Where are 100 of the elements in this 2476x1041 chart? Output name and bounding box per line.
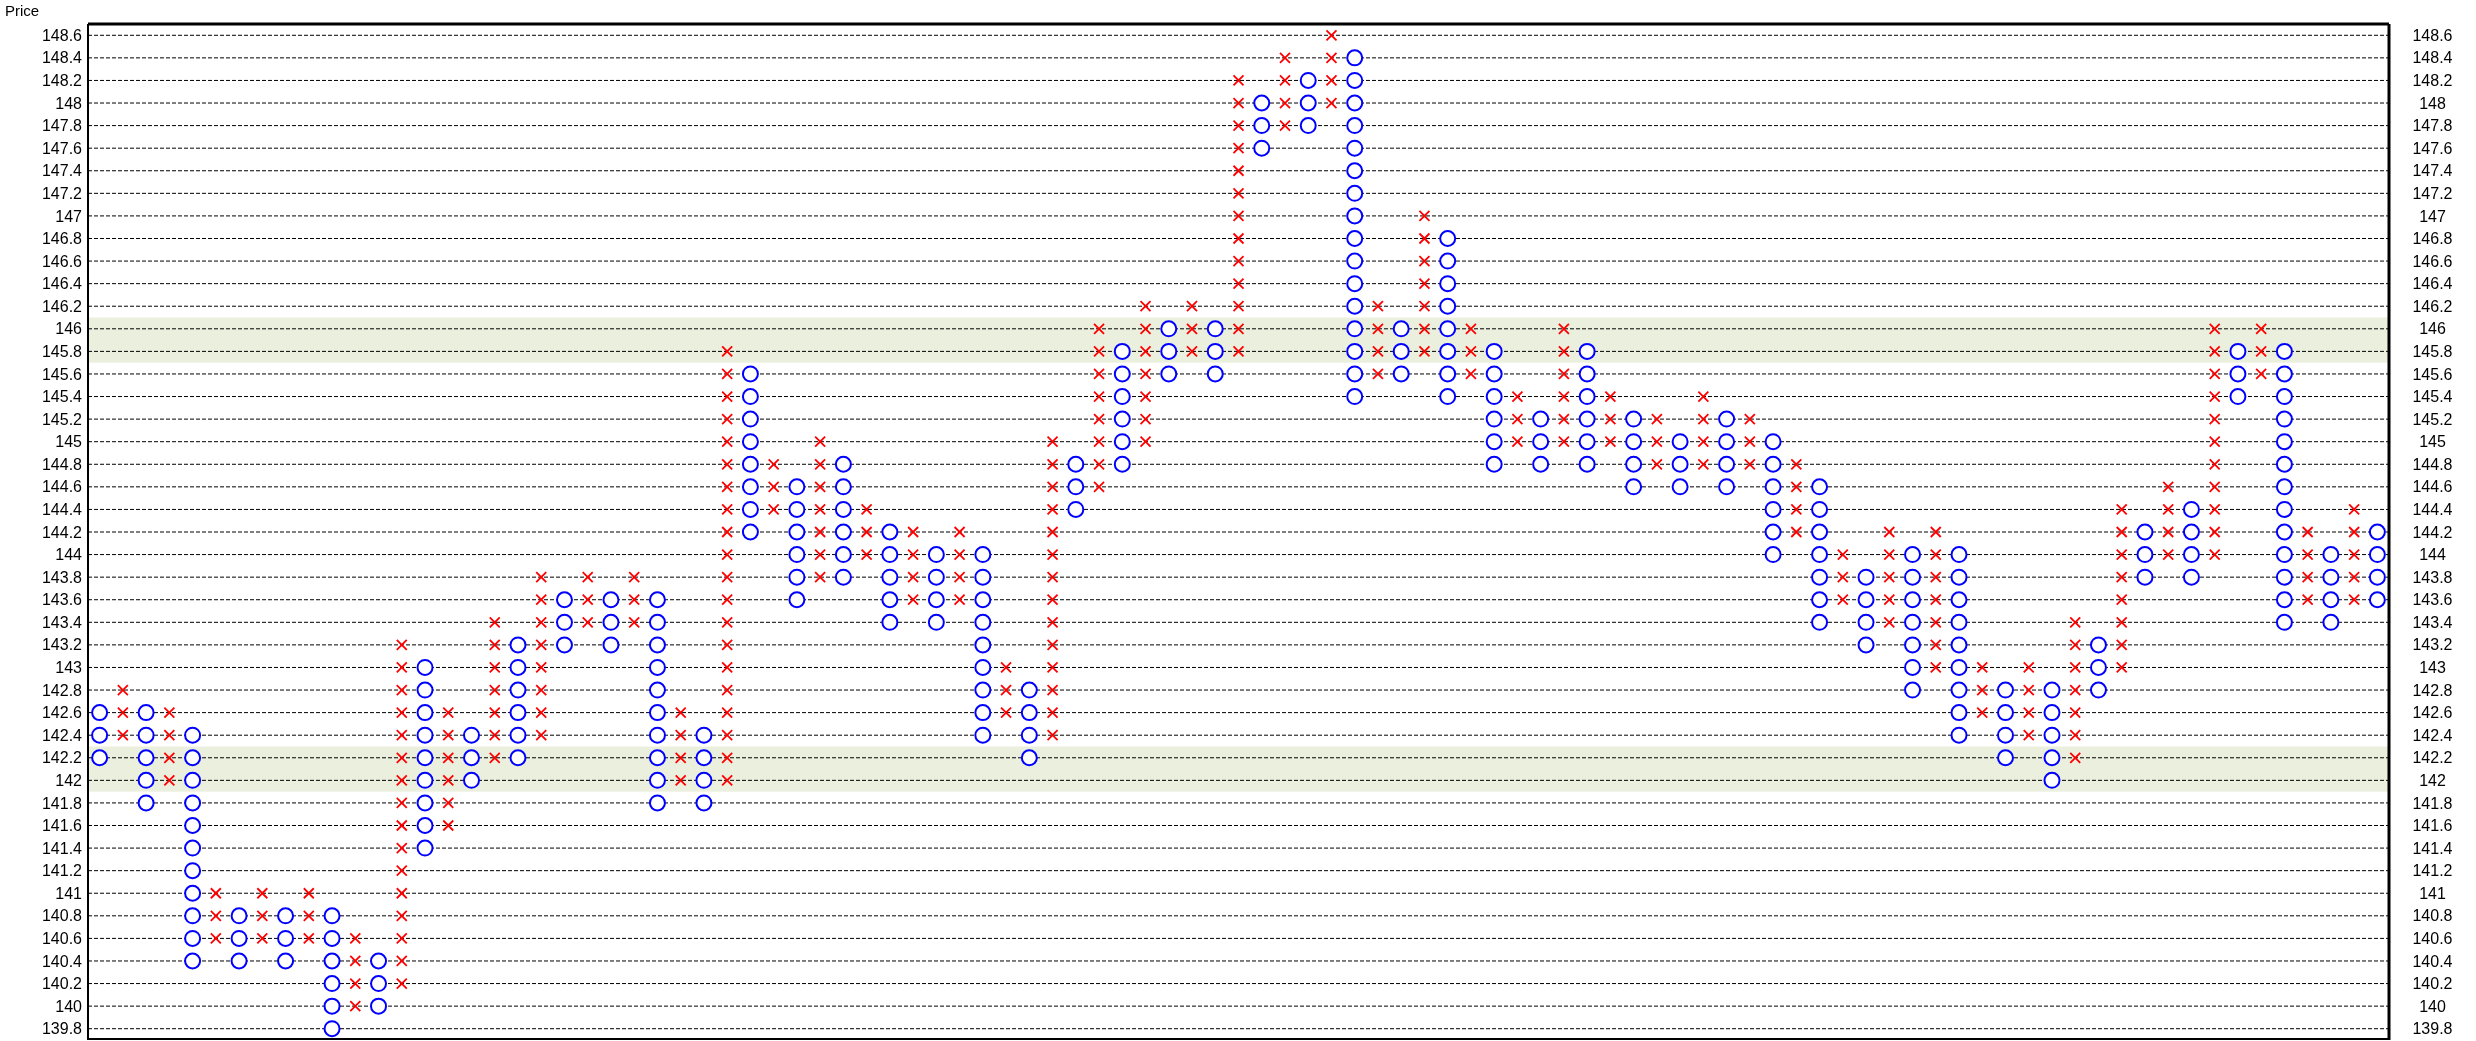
point [2275, 455, 2293, 473]
point [1232, 187, 1245, 200]
point [1139, 413, 1152, 426]
point [323, 997, 341, 1015]
point [163, 729, 176, 742]
point [1743, 435, 1756, 448]
point [2255, 368, 2268, 380]
point [1418, 345, 1431, 358]
point [349, 977, 362, 990]
point [2208, 345, 2221, 358]
point [1997, 749, 2014, 767]
point [834, 568, 852, 586]
point [741, 478, 759, 496]
point [1604, 390, 1617, 403]
point [741, 365, 759, 383]
point [695, 726, 713, 744]
point [1857, 636, 1875, 654]
point [463, 749, 480, 767]
y-tick-label: 146.8 [41, 230, 83, 248]
point [721, 661, 734, 674]
point [1811, 591, 1829, 609]
y2-tick-label: 141.8 [2412, 794, 2453, 812]
point [648, 794, 666, 812]
point [1046, 729, 1059, 742]
y2-tick-label: 148 [2419, 94, 2446, 112]
point [2069, 706, 2082, 719]
point [2022, 661, 2035, 674]
point [1883, 616, 1896, 629]
point [1485, 365, 1503, 383]
point [2162, 503, 2175, 516]
point [1671, 433, 1689, 451]
point [788, 591, 806, 609]
point [1346, 71, 1364, 89]
point [2115, 593, 2128, 606]
point [721, 413, 734, 426]
point [1439, 275, 1457, 293]
point [602, 591, 620, 609]
point [1578, 365, 1596, 383]
point [881, 568, 899, 586]
point [256, 909, 269, 922]
point [2022, 684, 2035, 696]
point [1160, 365, 1178, 383]
point [370, 997, 388, 1015]
point [1392, 320, 1410, 338]
point [581, 616, 594, 629]
y2-tick-label: 142.6 [2412, 704, 2453, 722]
point [721, 593, 734, 606]
point [1929, 548, 1942, 561]
point [1929, 616, 1942, 629]
point [2255, 322, 2268, 335]
point [721, 390, 734, 403]
point [907, 571, 920, 584]
point [1232, 142, 1245, 155]
point [1046, 571, 1059, 584]
y-tick-label: 143.2 [41, 636, 83, 654]
point [163, 706, 176, 719]
point [2069, 616, 2082, 629]
point [1929, 526, 1942, 538]
point [1020, 681, 1038, 699]
point [1232, 232, 1245, 245]
point [1392, 365, 1410, 383]
point [116, 684, 129, 696]
point [509, 681, 527, 699]
point [1625, 478, 1643, 496]
point [1067, 455, 1085, 473]
point [1392, 342, 1410, 360]
point [1232, 277, 1245, 290]
y-tick-label: 142.6 [41, 704, 83, 722]
point [648, 726, 666, 744]
point [277, 907, 295, 925]
point [184, 749, 202, 767]
point [2348, 571, 2361, 584]
point [1046, 593, 1059, 606]
point [116, 706, 129, 719]
point [1671, 455, 1689, 473]
point [1697, 458, 1710, 471]
point [163, 774, 176, 787]
point [1697, 435, 1710, 448]
point [535, 661, 548, 674]
point [721, 774, 734, 787]
point [1418, 322, 1431, 335]
point [1093, 435, 1105, 448]
point [1950, 636, 1968, 654]
point [442, 706, 455, 719]
point [721, 458, 734, 471]
y-tick-label: 144.8 [41, 455, 83, 473]
point [323, 1020, 341, 1038]
point [1857, 568, 1875, 586]
point [1485, 433, 1503, 451]
point [1929, 593, 1942, 606]
y-tick-label: 140 [55, 997, 83, 1015]
point [442, 774, 455, 787]
point [1811, 613, 1829, 631]
point [2301, 526, 2314, 538]
point [741, 433, 759, 451]
point [416, 749, 434, 767]
point [721, 526, 734, 538]
point [1811, 500, 1829, 518]
point [2322, 546, 2340, 564]
point [1625, 410, 1643, 428]
